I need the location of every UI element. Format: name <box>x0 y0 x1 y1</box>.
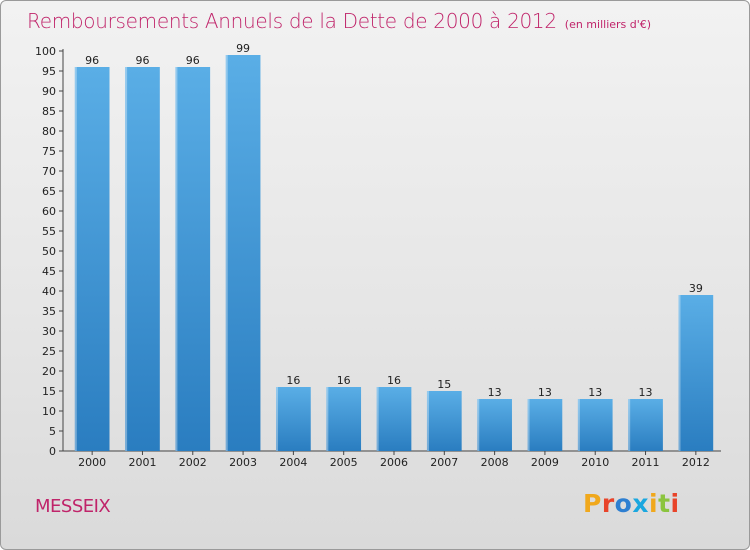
bar-2006[interactable] <box>376 387 412 451</box>
data-label-2012: 39 <box>689 282 703 295</box>
chart-title-main: Remboursements Annuels de la Dette de 20… <box>27 9 557 33</box>
y-tick-label: 75 <box>42 145 56 158</box>
chart-title-unit: (en milliers d'€) <box>564 18 652 31</box>
bar-2001[interactable] <box>125 67 160 451</box>
bar-2005[interactable] <box>326 387 362 451</box>
y-tick-label: 25 <box>42 345 56 358</box>
data-label-2011: 13 <box>639 386 653 399</box>
data-label-2002: 96 <box>186 54 200 67</box>
data-labels: 96 96 96 99 16 16 16 15 13 13 13 13 39 <box>85 42 703 399</box>
y-tick-label: 65 <box>42 185 56 198</box>
data-label-2009: 13 <box>538 386 552 399</box>
data-label-2006: 16 <box>387 374 401 387</box>
x-tick-label: 2004 <box>279 456 307 469</box>
bar-2002[interactable] <box>175 67 211 451</box>
y-tick-label: 60 <box>42 205 56 218</box>
y-tick-label: 45 <box>42 265 56 278</box>
bar-highlight <box>376 387 379 451</box>
logo-letter: r <box>601 489 615 518</box>
x-tick-label: 2006 <box>380 456 408 469</box>
bar-highlight <box>74 67 77 451</box>
x-tick-label: 2008 <box>481 456 509 469</box>
data-label-2003: 99 <box>236 42 250 55</box>
x-tick-label: 2000 <box>78 456 106 469</box>
bar-highlight <box>326 387 329 451</box>
x-tick-label: 2002 <box>179 456 207 469</box>
logo-letter: t <box>658 489 671 518</box>
bar-highlight <box>678 295 681 451</box>
bar-highlight <box>175 67 178 451</box>
commune-name: MESSEIX <box>35 496 111 517</box>
bar-2004[interactable] <box>276 387 311 451</box>
bar-2009[interactable] <box>527 399 563 451</box>
bar-2007[interactable] <box>426 391 462 451</box>
bar-highlight <box>426 391 429 451</box>
logo-letter: i <box>649 489 659 518</box>
bar-highlight <box>125 67 128 451</box>
bar-2000[interactable] <box>74 67 110 451</box>
y-tick-label: 95 <box>42 65 56 78</box>
data-label-2005: 16 <box>337 374 351 387</box>
data-label-2007: 15 <box>437 378 451 391</box>
bar-2008[interactable] <box>477 399 512 451</box>
y-tick-label: 100 <box>35 45 56 58</box>
bar-2010[interactable] <box>577 399 613 451</box>
y-tick-label: 70 <box>42 165 56 178</box>
x-tick-label: 2003 <box>229 456 257 469</box>
bars <box>74 55 714 451</box>
bar-highlight <box>577 399 580 451</box>
y-tick-label: 40 <box>42 285 56 298</box>
bar-highlight <box>477 399 480 451</box>
chart-title: Remboursements Annuels de la Dette de 20… <box>27 9 651 33</box>
bar-highlight <box>276 387 279 451</box>
y-tick-label: 15 <box>42 385 56 398</box>
x-tick-label: 2009 <box>531 456 559 469</box>
y-tick-label: 0 <box>49 445 56 458</box>
y-tick-label: 30 <box>42 325 56 338</box>
x-tick-label: 2012 <box>682 456 710 469</box>
x-tick-label: 2007 <box>430 456 458 469</box>
y-tick-label: 10 <box>42 405 56 418</box>
bar-highlight <box>527 399 530 451</box>
data-label-2008: 13 <box>488 386 502 399</box>
x-tick-label: 2010 <box>581 456 609 469</box>
logo-letter: x <box>632 489 649 518</box>
y-axis: 0 5 10 15 20 25 30 35 40 45 50 55 60 65 70 75 80 85 90 95 10… <box>35 45 64 458</box>
bar-2012[interactable] <box>678 295 714 451</box>
logo-letter: P <box>583 489 602 518</box>
y-tick-label: 50 <box>42 245 56 258</box>
y-tick-label: 20 <box>42 365 56 378</box>
y-tick-label: 5 <box>49 425 56 438</box>
bar-highlight <box>225 55 228 451</box>
y-tick-label: 35 <box>42 305 56 318</box>
bar-2011[interactable] <box>628 399 663 451</box>
x-tick-label: 2001 <box>128 456 156 469</box>
proxiti-logo[interactable]: Proxiti <box>583 489 680 518</box>
logo-letter: i <box>670 489 680 518</box>
bar-2003[interactable] <box>225 55 261 451</box>
logo-letter: o <box>614 489 633 518</box>
y-tick-label: 90 <box>42 85 56 98</box>
x-tick-label: 2005 <box>330 456 358 469</box>
y-tick-label: 80 <box>42 125 56 138</box>
data-label-2000: 96 <box>85 54 99 67</box>
data-label-2001: 96 <box>135 54 149 67</box>
y-tick-label: 85 <box>42 105 56 118</box>
y-tick-label: 55 <box>42 225 56 238</box>
bar-highlight <box>628 399 631 451</box>
data-label-2004: 16 <box>286 374 300 387</box>
data-label-2010: 13 <box>588 386 602 399</box>
x-tick-label: 2011 <box>632 456 660 469</box>
x-axis: 2000 2001 2002 2003 2004 2005 2006 2007 2008 2009… <box>63 450 721 469</box>
